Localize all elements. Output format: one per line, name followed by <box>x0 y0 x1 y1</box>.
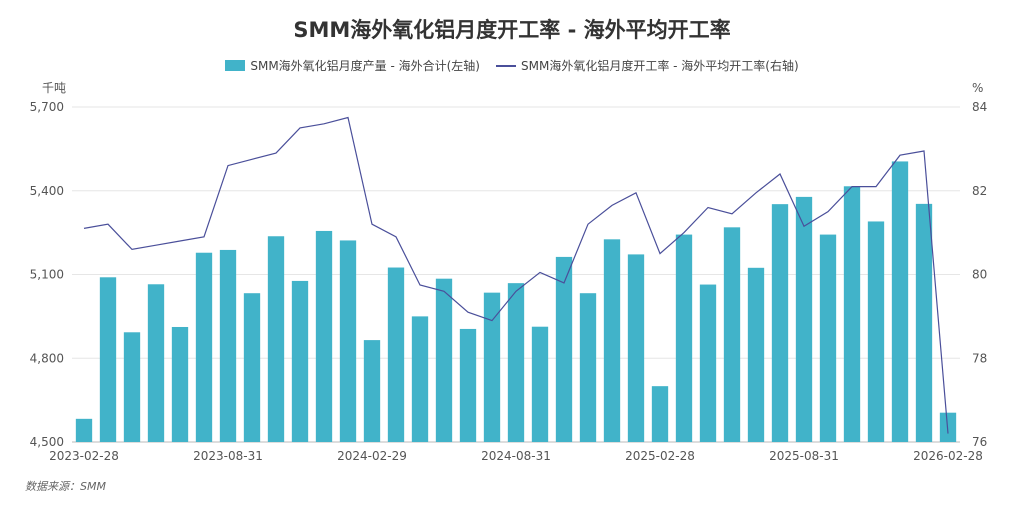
y-right-tick-label: 84 <box>972 100 987 114</box>
legend-item-utilization[interactable]: SMM海外氧化铝月度开工率 - 海外平均开工率(右轴) <box>496 57 799 74</box>
bar <box>843 186 861 442</box>
x-tick-label: 2026-02-28 <box>913 449 983 463</box>
bar <box>891 161 909 442</box>
x-tick-label: 2024-02-29 <box>337 449 407 463</box>
y-left-tick-label: 5,400 <box>30 184 64 198</box>
x-tick-label: 2025-02-28 <box>625 449 695 463</box>
y-right-tick-label: 82 <box>972 184 987 198</box>
legend-bar-swatch <box>225 60 246 71</box>
bar <box>243 293 261 442</box>
chart-title: SMM海外氧化铝月度开工率 - 海外平均开工率 <box>293 18 731 42</box>
x-tick-label: 2024-08-31 <box>481 449 551 463</box>
y-left-tick-label: 4,500 <box>30 435 64 449</box>
bar <box>411 316 429 442</box>
bar <box>291 280 309 442</box>
bar <box>603 239 621 442</box>
bar <box>315 230 333 442</box>
legend: SMM海外氧化铝月度产量 - 海外合计(左轴) SMM海外氧化铝月度开工率 - … <box>0 57 1024 74</box>
bar <box>219 249 237 442</box>
bar <box>435 278 453 442</box>
y-right-tick-label: 80 <box>972 268 987 282</box>
bar <box>339 240 357 442</box>
bar <box>483 292 501 442</box>
bar <box>459 328 477 442</box>
bar <box>123 332 141 442</box>
bar <box>171 326 189 442</box>
bar <box>195 252 213 442</box>
bar <box>579 293 597 442</box>
y-left-tick-label: 4,800 <box>30 351 64 365</box>
x-tick-label: 2023-02-28 <box>49 449 119 463</box>
bar <box>627 254 645 442</box>
legend-item-production[interactable]: SMM海外氧化铝月度产量 - 海外合计(左轴) <box>225 57 480 74</box>
bar <box>723 227 741 442</box>
y-right-tick-label: 78 <box>972 351 987 365</box>
y-left-tick-label: 5,700 <box>30 100 64 114</box>
bar <box>267 236 285 442</box>
bar <box>147 284 165 442</box>
legend-label-utilization: SMM海外氧化铝月度开工率 - 海外平均开工率(右轴) <box>521 59 799 73</box>
legend-line-swatch <box>496 64 516 67</box>
y-left-tick-label: 5,100 <box>30 268 64 282</box>
bar <box>795 196 813 442</box>
bar <box>747 267 765 442</box>
y-left-unit: 千吨 <box>42 81 66 95</box>
bar <box>771 204 789 442</box>
bar <box>99 277 117 442</box>
legend-label-production: SMM海外氧化铝月度产量 - 海外合计(左轴) <box>250 59 480 73</box>
bar <box>387 267 405 442</box>
bar <box>531 326 549 442</box>
bar <box>819 234 837 442</box>
x-tick-label: 2025-08-31 <box>769 449 839 463</box>
bar <box>915 203 933 442</box>
bar <box>651 386 669 442</box>
bar <box>507 283 525 442</box>
source-note: 数据来源：SMM <box>25 480 106 493</box>
bar <box>363 340 381 442</box>
y-right-unit: % <box>972 81 983 95</box>
x-tick-label: 2023-08-31 <box>193 449 263 463</box>
bar <box>75 418 93 442</box>
bar <box>699 284 717 442</box>
bar <box>867 221 885 442</box>
bar <box>675 234 693 442</box>
y-right-tick-label: 76 <box>972 435 987 449</box>
bar <box>555 256 573 442</box>
series-line <box>83 116 949 434</box>
